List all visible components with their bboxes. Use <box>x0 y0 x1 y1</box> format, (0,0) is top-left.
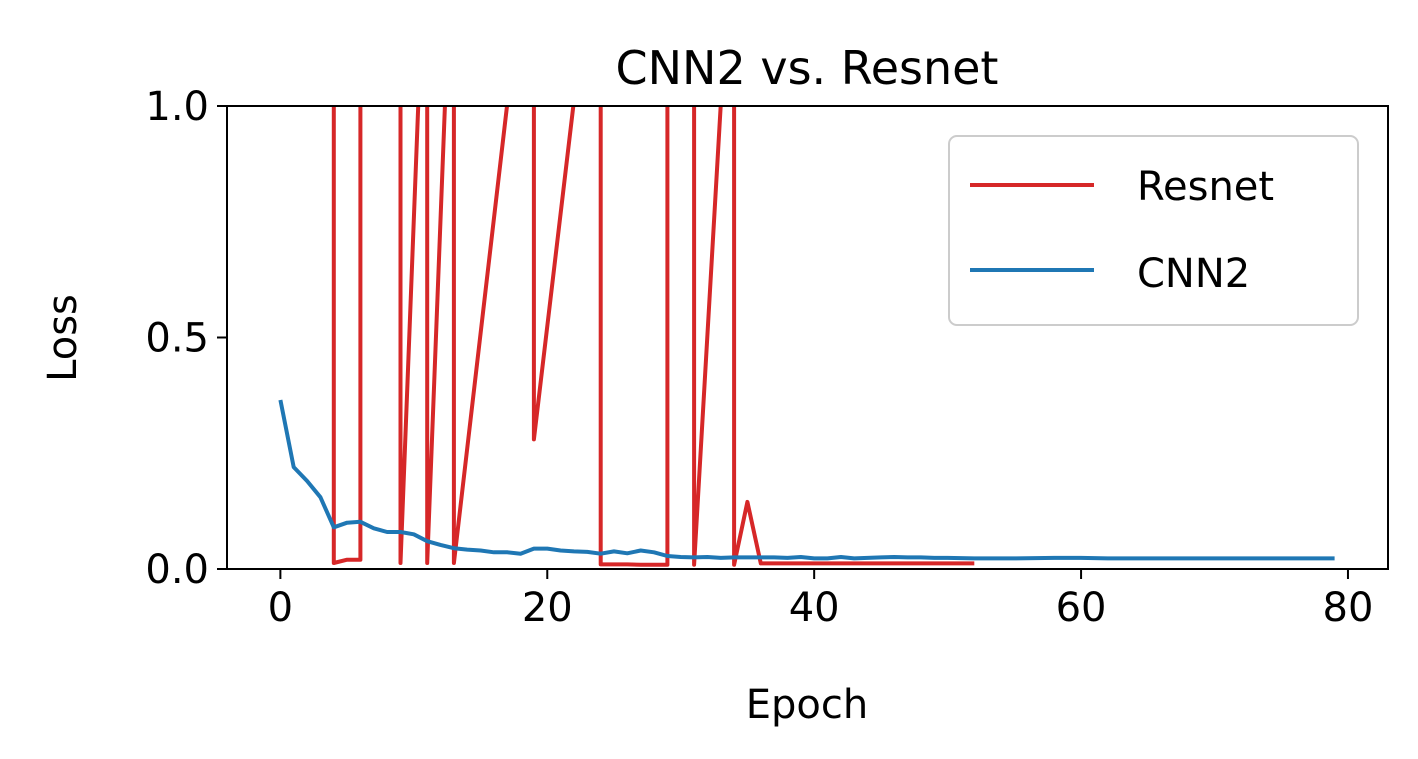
x-axis: 0 20 40 60 80 <box>268 569 1374 631</box>
legend-label-resnet: Resnet <box>1137 164 1274 210</box>
y-tick-label: 0.0 <box>145 547 209 593</box>
y-axis: 0.0 0.5 1.0 <box>145 84 227 593</box>
legend: Resnet CNN2 <box>948 135 1359 326</box>
y-axis-label: Loss <box>40 294 86 382</box>
chart-title: CNN2 vs. Resnet <box>616 41 999 95</box>
y-tick-label: 0.5 <box>145 316 209 362</box>
x-tick-label: 60 <box>1056 585 1107 631</box>
x-tick-label: 80 <box>1323 585 1374 631</box>
series-layer <box>278 106 1335 567</box>
x-axis-label: Epoch <box>746 682 868 728</box>
x-tick-label: 20 <box>522 585 573 631</box>
legend-label-cnn2: CNN2 <box>1137 251 1250 297</box>
series-line-resnet <box>331 106 975 567</box>
y-tick-label: 1.0 <box>145 84 209 130</box>
series-line-cnn2 <box>278 399 1335 561</box>
x-tick-label: 40 <box>789 585 840 631</box>
x-tick-label: 0 <box>268 585 293 631</box>
